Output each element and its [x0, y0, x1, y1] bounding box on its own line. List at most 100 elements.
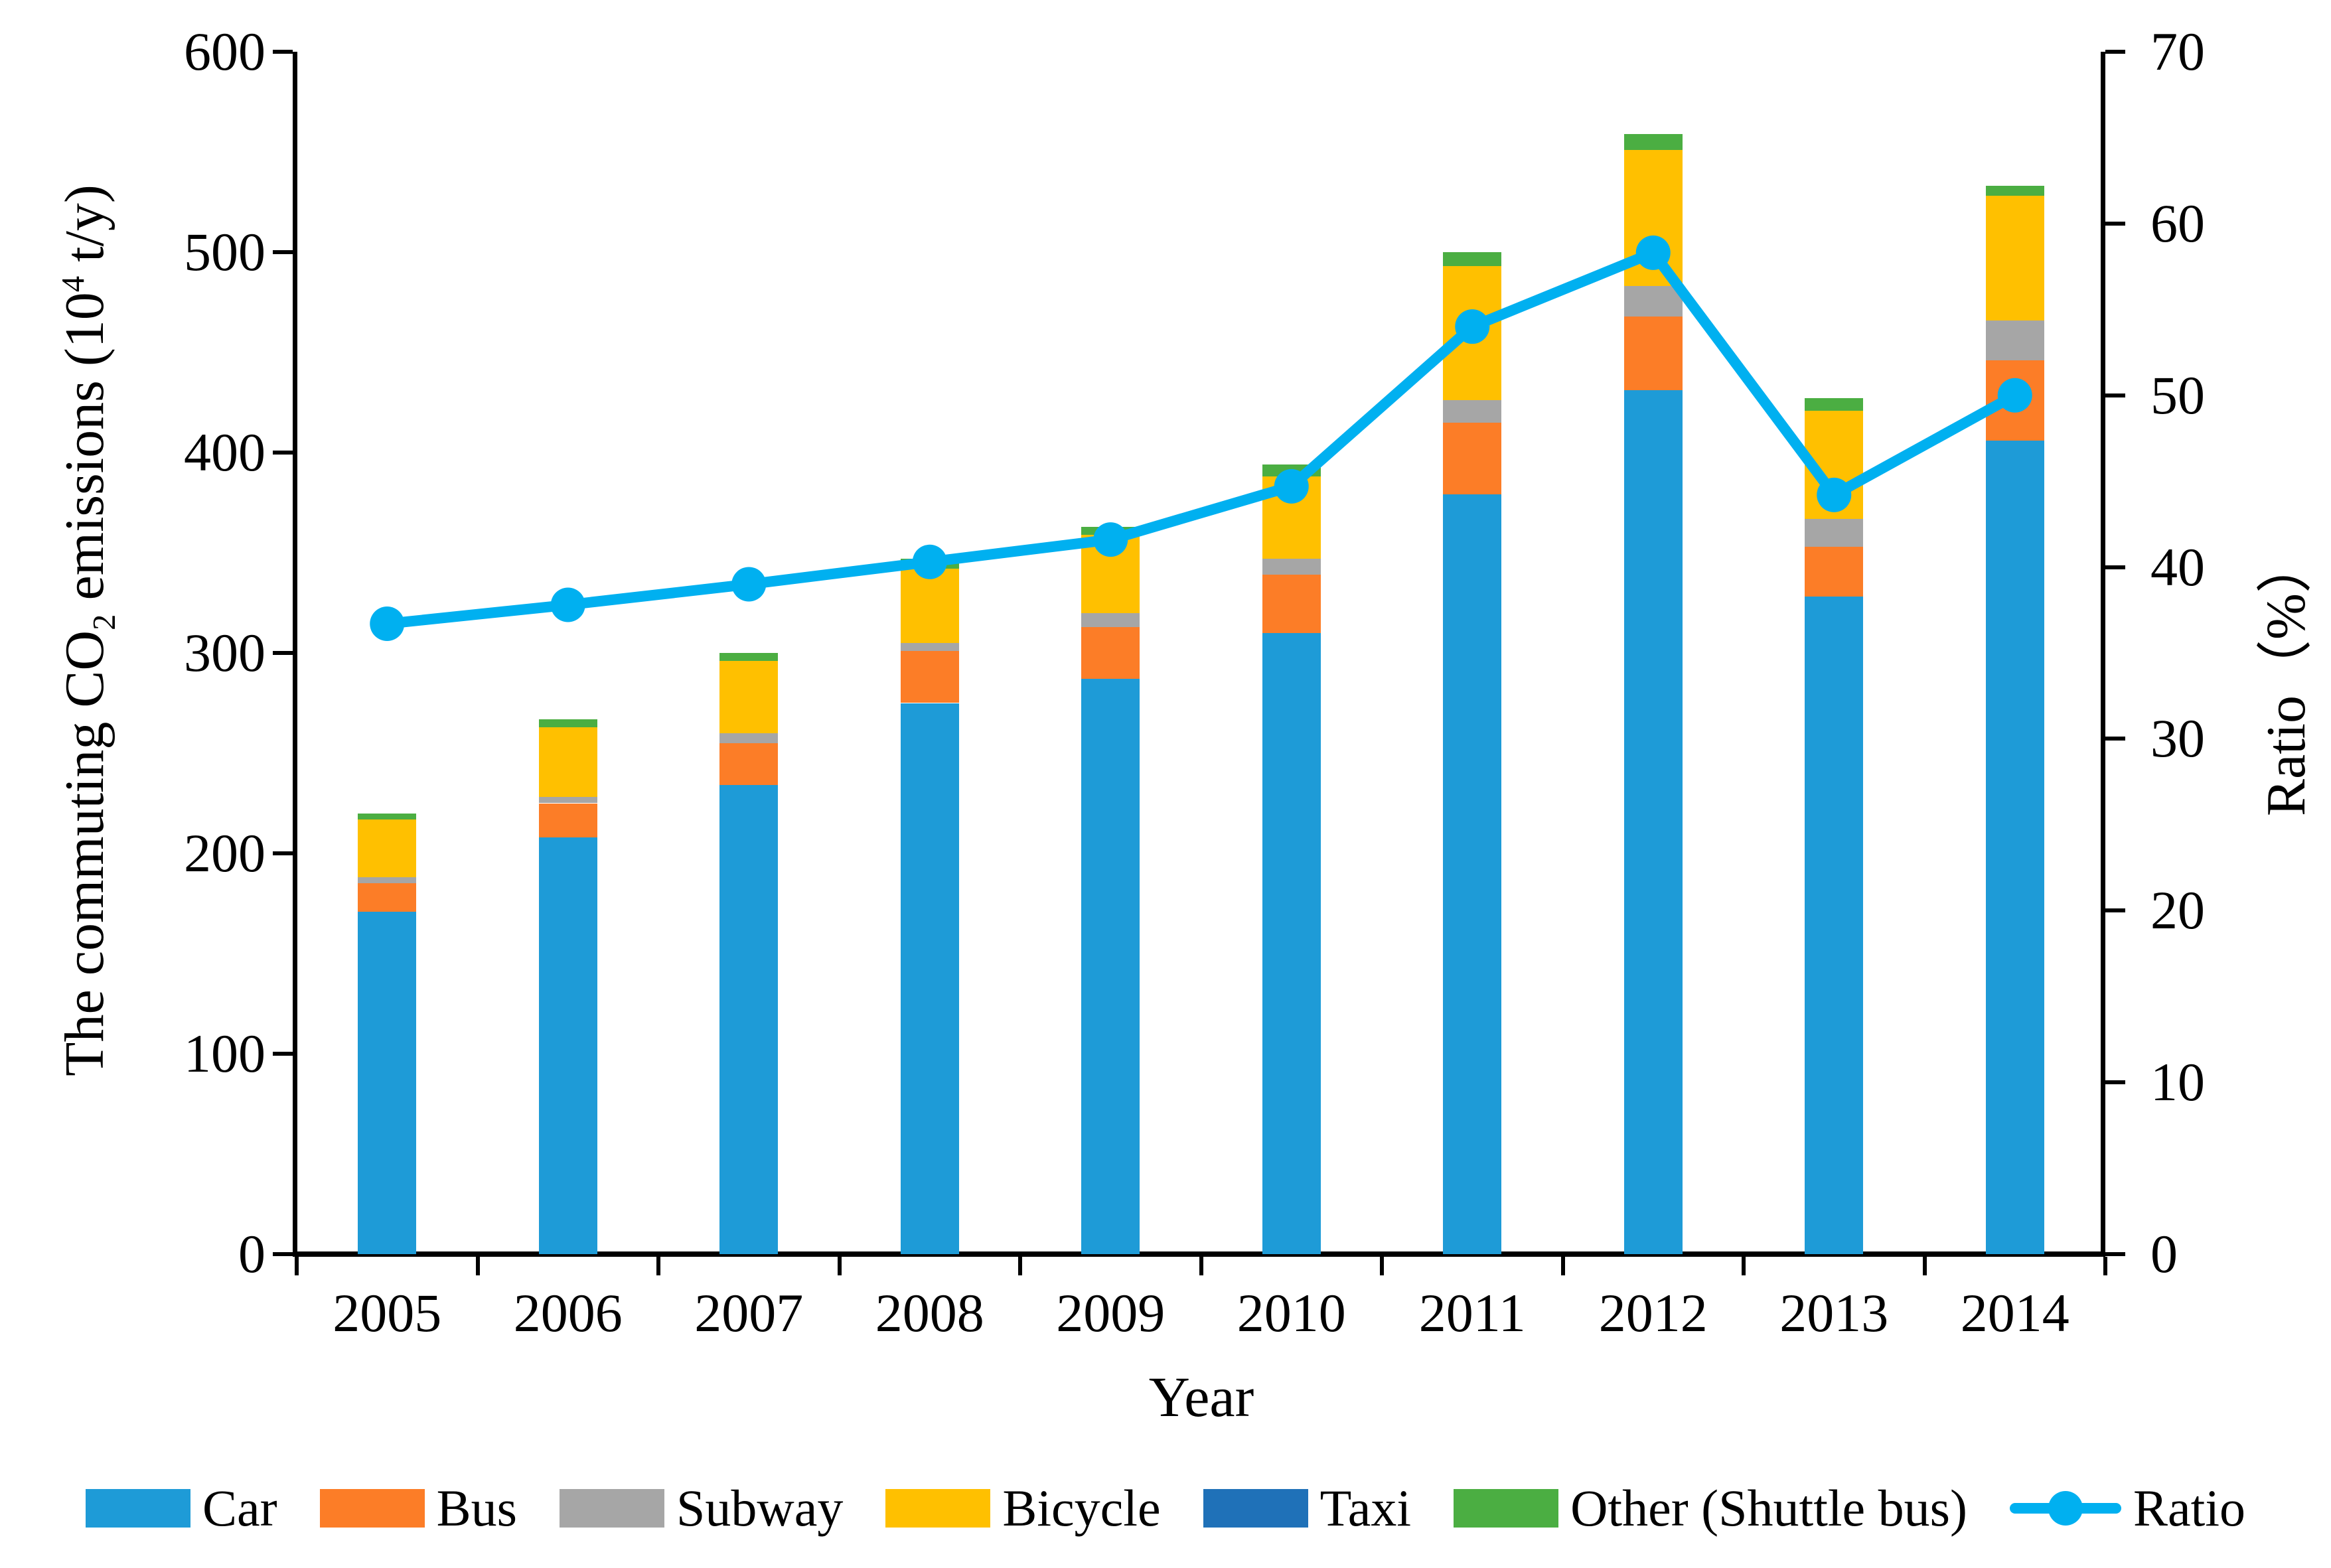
- legend-label: Other (Shuttle bus): [1570, 1479, 1967, 1537]
- bar-segment-other-shuttle-bus-: [1985, 186, 2044, 196]
- right-axis-tick: [2105, 1080, 2125, 1085]
- right-axis-tick-label: 20: [2150, 880, 2205, 941]
- legend-item-ratio: Ratio: [2010, 1481, 2245, 1535]
- bar-segment-other-shuttle-bus-: [538, 719, 597, 727]
- ratio-point: [912, 544, 947, 579]
- left-axis-tick: [273, 1052, 293, 1056]
- legend-item-taxi: Taxi: [1203, 1481, 1411, 1535]
- left-axis-tick-label: 100: [184, 1023, 265, 1084]
- x-axis-tick: [1380, 1257, 1384, 1275]
- bar-segment-bus: [1262, 575, 1321, 633]
- left-axis-tick: [273, 851, 293, 855]
- x-category-label: 2014: [1960, 1283, 2069, 1343]
- left-y-axis-line: [293, 52, 297, 1257]
- bar-segment-subway: [1985, 320, 2044, 361]
- legend-swatch: [885, 1489, 991, 1528]
- bar-segment-subway: [1623, 286, 1683, 317]
- bar-segment-subway: [719, 733, 779, 743]
- left-axis-tick-label: 200: [184, 823, 265, 883]
- bar-segment-bus: [900, 650, 959, 703]
- legend-item-subway: Subway: [560, 1481, 843, 1535]
- bar-segment-bus: [719, 743, 779, 786]
- right-axis-tick-label: 40: [2150, 536, 2205, 597]
- right-axis-tick: [2105, 908, 2125, 913]
- x-axis-tick: [295, 1257, 299, 1275]
- bar-segment-car: [719, 785, 779, 1254]
- right-axis-tick: [2105, 393, 2125, 397]
- ratio-point: [1817, 477, 1852, 512]
- x-axis-tick: [837, 1257, 842, 1275]
- legend-swatch: [85, 1489, 190, 1528]
- left-axis-tick-label: 0: [238, 1224, 265, 1284]
- legend-item-other-shuttle-bus-: Other (Shuttle bus): [1454, 1481, 1967, 1535]
- ratio-point: [731, 567, 767, 602]
- x-category-label: 2010: [1237, 1283, 1346, 1343]
- bar-segment-car: [1623, 390, 1683, 1254]
- right-axis-tick-label: 70: [2150, 21, 2205, 82]
- bar-segment-subway: [1805, 518, 1864, 547]
- bar-segment-car: [1443, 494, 1502, 1254]
- bar-segment-bus: [1623, 316, 1683, 391]
- ratio-point: [370, 606, 405, 641]
- right-axis-tick: [2105, 50, 2125, 54]
- bar-segment-subway: [538, 797, 597, 804]
- ratio-point: [1635, 235, 1671, 270]
- x-axis-tick: [1922, 1257, 1927, 1275]
- bar-segment-bus: [358, 883, 417, 912]
- x-axis-tick: [475, 1257, 480, 1275]
- bar-segment-car: [538, 837, 597, 1254]
- right-axis-tick: [2105, 737, 2125, 741]
- x-category-label: 2008: [875, 1283, 984, 1343]
- ratio-point: [550, 587, 585, 622]
- right-axis-tick: [2105, 1252, 2125, 1256]
- right-axis-tick-label: 0: [2150, 1224, 2178, 1284]
- legend-swatch: [560, 1489, 664, 1528]
- bar-segment-bus: [1805, 546, 1864, 597]
- bar-segment-other-shuttle-bus-: [358, 813, 417, 820]
- bar-segment-car: [1081, 679, 1140, 1254]
- ratio-point: [1274, 468, 1309, 504]
- bar-segment-other-shuttle-bus-: [1443, 252, 1502, 267]
- bar-segment-car: [358, 911, 417, 1254]
- x-category-label: 2005: [333, 1283, 442, 1343]
- left-axis-tick-label: 600: [184, 21, 265, 82]
- x-axis-tick: [2103, 1257, 2107, 1275]
- bar-segment-bus: [538, 803, 597, 837]
- legend-label: Bicycle: [1002, 1479, 1161, 1537]
- left-axis-tick: [273, 451, 293, 455]
- legend-label: Ratio: [2133, 1479, 2245, 1537]
- ratio-line: [382, 247, 2020, 629]
- left-axis-tick-label: 500: [184, 222, 265, 282]
- legend: Car Bus Subway Bicycle Taxi Other (Shuttle bu…: [0, 1481, 2331, 1535]
- x-category-label: 2013: [1779, 1283, 1889, 1343]
- legend-swatch: [319, 1489, 425, 1528]
- x-category-label: 2007: [694, 1283, 804, 1343]
- bar-segment-bicycle: [358, 819, 417, 878]
- ratio-line-marker-icon: [2010, 1489, 2121, 1528]
- left-axis-tick: [273, 651, 293, 655]
- x-axis-tick: [1742, 1257, 1746, 1275]
- ratio-point: [1997, 378, 2032, 413]
- bar-segment-subway: [358, 877, 417, 884]
- x-category-label: 2012: [1598, 1283, 1708, 1343]
- bar-segment-bus: [1443, 422, 1502, 495]
- bar-segment-subway: [1081, 612, 1140, 627]
- bar-segment-subway: [900, 642, 959, 651]
- legend-item-car: Car: [85, 1481, 277, 1535]
- x-category-label: 2009: [1056, 1283, 1166, 1343]
- bar-segment-bicycle: [538, 727, 597, 798]
- bar-segment-car: [1985, 440, 2044, 1254]
- x-axis-tick: [656, 1257, 660, 1275]
- bar-segment-car: [1805, 597, 1864, 1254]
- x-axis-line: [293, 1251, 2105, 1257]
- ratio-point: [1093, 522, 1128, 557]
- right-y-axis-line: [2101, 52, 2105, 1257]
- bar-segment-car: [1262, 632, 1321, 1254]
- legend-swatch: [1203, 1489, 1308, 1528]
- bar-segment-car: [900, 703, 959, 1254]
- right-axis-tick-label: 30: [2150, 708, 2205, 769]
- left-axis-tick-label: 300: [184, 622, 265, 683]
- bar-segment-subway: [1443, 400, 1502, 423]
